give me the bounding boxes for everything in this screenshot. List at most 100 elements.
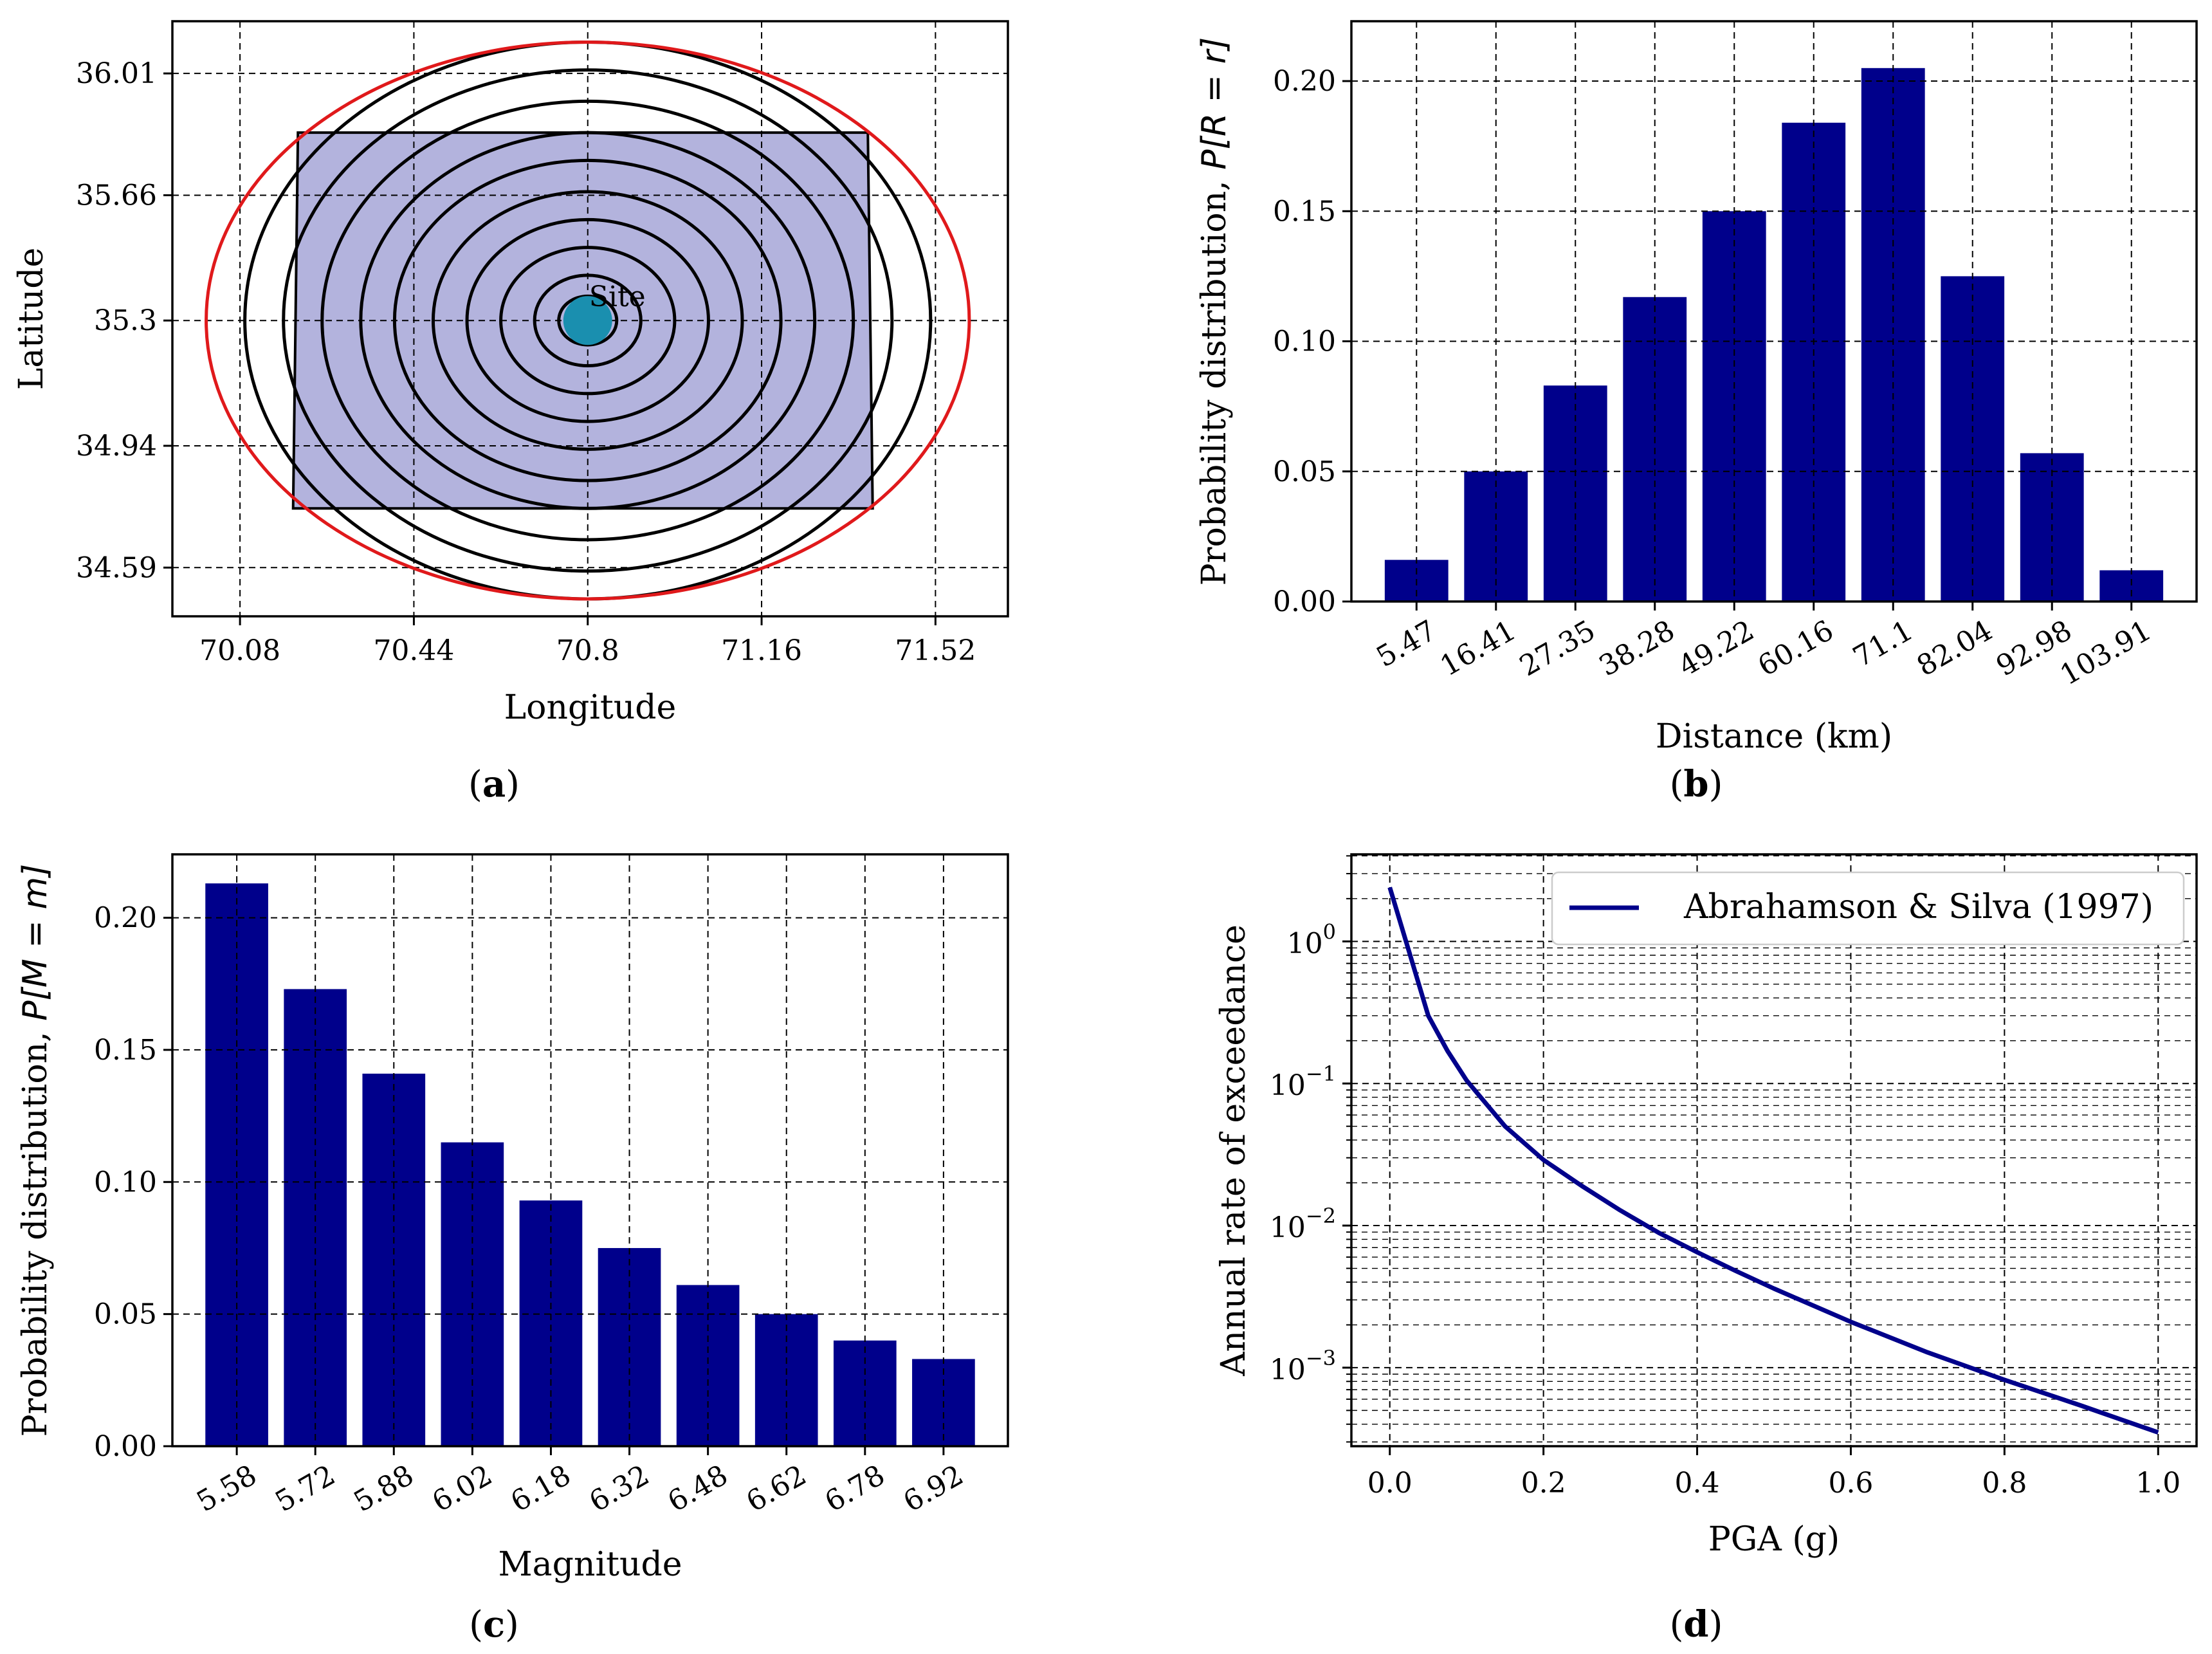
x-tick-label: 6.48 [663, 1458, 733, 1518]
bar [676, 1285, 740, 1446]
y-tick-base: 10 [1270, 1211, 1306, 1244]
caption-open: ( [1670, 1604, 1684, 1646]
x-tick-label: 6.02 [427, 1458, 498, 1518]
x-axis-label: Magnitude [498, 1545, 682, 1584]
site-label: Site [589, 280, 646, 313]
x-tick-label: 0.6 [1828, 1467, 1873, 1500]
distance-ring [320, 99, 855, 542]
panel-c-bar-chart: 5.58 5.72 5.88 6.02 6.18 6.32 6.48 6.62 6.78 6.92… [16, 853, 1009, 1646]
bar [2099, 570, 2164, 602]
y-tick-label: 0.10 [94, 1166, 157, 1199]
x-tick-label: 60.16 [1753, 614, 1840, 683]
y-tick-label: 0.05 [94, 1298, 157, 1331]
y-axis-label-math: P[M = m] [16, 864, 55, 1021]
x-tick-label: 0.4 [1675, 1467, 1720, 1500]
x-tick-label: 82.04 [1912, 614, 1998, 683]
y-tick-label: 0.15 [1273, 195, 1336, 228]
x-tick-label: 70.44 [373, 634, 454, 667]
x-tick-label: 0.8 [1982, 1467, 2027, 1500]
plot-frame [171, 853, 1009, 1447]
panel-a-map: Site 70.08 70.44 70.8 71.16 71.52 34.59 34.94 35… [12, 20, 1009, 805]
x-tick-label: 1.0 [2135, 1467, 2180, 1500]
caption-close: ) [1709, 764, 1723, 805]
x-tick-label: 0.0 [1367, 1467, 1412, 1500]
x-tick-label: 5.88 [348, 1458, 419, 1518]
y-tick-label: 100 [1287, 919, 1336, 960]
caption-letter: c [483, 1603, 505, 1646]
x-tick-label: 5.47 [1371, 614, 1441, 674]
caption-open: ( [469, 1604, 483, 1646]
y-tick-label: 10−2 [1270, 1204, 1336, 1244]
x-tick-label: 71.52 [895, 634, 976, 667]
site-marker [563, 296, 612, 345]
y-tick-label: 10−3 [1270, 1346, 1336, 1386]
distance-ring [499, 246, 677, 396]
y-axis-label: Annual rate of exceedance [1214, 924, 1253, 1377]
x-tick-label: 71.16 [721, 634, 802, 667]
outer-boundary-ring [205, 40, 971, 601]
y-axis-label: Latitude [12, 248, 51, 391]
y-tick-label: 10−1 [1270, 1061, 1336, 1102]
x-tick-label: 6.32 [584, 1458, 655, 1518]
x-tick-label: 6.78 [819, 1458, 890, 1518]
y-tick-label: 34.94 [76, 430, 157, 463]
plot-frame [1350, 853, 2198, 1447]
y-tick-label: 0.20 [1273, 65, 1336, 98]
y-tick-exponent: −2 [1306, 1204, 1336, 1228]
caption-letter: d [1683, 1603, 1708, 1646]
legend-box [1551, 871, 2185, 946]
caption-letter: b [1683, 763, 1708, 805]
x-tick-label: 0.2 [1521, 1467, 1566, 1500]
y-axis-label: Probability distribution, P[M = m] [16, 864, 55, 1437]
hazard-curve [1387, 887, 2159, 1435]
distance-ring [392, 158, 783, 482]
y-tick-base: 10 [1287, 927, 1323, 960]
x-tick-label: 6.18 [506, 1458, 576, 1518]
x-axis-label: Distance (km) [1656, 717, 1892, 756]
plot-frame [171, 20, 1009, 618]
x-tick-label: 38.28 [1594, 614, 1681, 683]
x-tick-label: 27.35 [1514, 614, 1601, 683]
y-tick-exponent: −1 [1306, 1061, 1336, 1086]
caption-open: ( [1670, 764, 1684, 805]
y-tick-label: 0.00 [94, 1430, 157, 1463]
x-tick-label: 16.41 [1435, 614, 1522, 683]
y-tick-exponent: −3 [1306, 1346, 1336, 1370]
x-tick-label: 5.58 [191, 1458, 262, 1518]
y-tick-base: 10 [1270, 1354, 1306, 1386]
distance-ring [533, 273, 643, 368]
x-tick-label: 103.91 [2054, 614, 2157, 692]
y-tick-label: 0.00 [1273, 585, 1336, 618]
y-tick-base: 10 [1270, 1069, 1306, 1102]
caption-open: ( [468, 764, 482, 805]
plot-frame [1350, 20, 2198, 603]
caption-close: ) [1709, 1604, 1723, 1646]
x-axis-label: PGA (g) [1708, 1520, 1840, 1559]
y-tick-label: 34.59 [76, 551, 157, 584]
x-tick-label: 5.72 [270, 1458, 340, 1518]
x-axis-label: Longitude [504, 688, 677, 727]
y-tick-label: 0.15 [94, 1034, 157, 1067]
legend: Abrahamson & Silva (1997) [1551, 871, 2185, 946]
distance-ring [282, 68, 894, 573]
panel-caption: (b) [1670, 763, 1723, 805]
x-tick-label: 71.1 [1847, 614, 1918, 674]
x-tick-label: 70.08 [199, 634, 280, 667]
y-axis-label: Probability distribution, P[R = r] [1195, 37, 1234, 586]
legend-label: Abrahamson & Silva (1997) [1683, 888, 2153, 926]
y-axis-label-text: Probability distribution, [16, 1021, 55, 1437]
y-tick-label: 0.05 [1273, 455, 1336, 488]
x-tick-label: 6.92 [898, 1458, 969, 1518]
distance-ring [359, 131, 817, 510]
caption-close: ) [505, 1604, 519, 1646]
distance-ring [465, 217, 710, 423]
y-tick-label: 35.66 [76, 179, 157, 212]
y-tick-label: 36.01 [76, 57, 157, 90]
y-axis-label-math: P[R = r] [1195, 37, 1234, 170]
panel-caption: (d) [1670, 1603, 1723, 1646]
panel-d-line-chart: 0.0 0.2 0.4 0.6 0.8 1.010−310−210−1100Abraham… [1214, 853, 2198, 1646]
y-tick-label: 0.20 [94, 902, 157, 935]
x-tick-label: 49.22 [1673, 614, 1760, 683]
y-tick-label: 35.3 [94, 304, 157, 337]
